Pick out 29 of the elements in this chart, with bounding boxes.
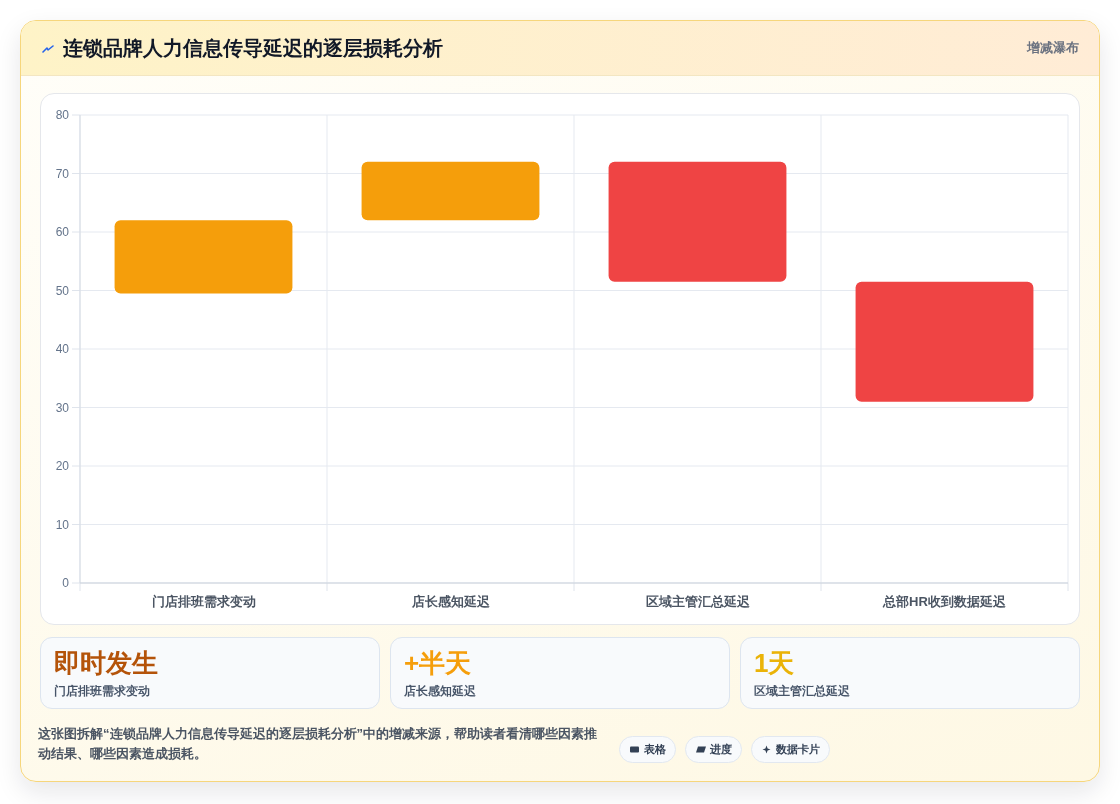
text: 区域主管汇总延迟	[754, 683, 850, 699]
y-tick-label: 70	[55, 166, 70, 181]
text: 表格	[644, 742, 666, 757]
chart-subtitle: 增减瀑布	[1027, 39, 1079, 57]
text: 进度	[710, 742, 732, 757]
bar	[361, 161, 540, 221]
chart-title: 连锁品牌人力信息传导延迟的逐层损耗分析	[63, 36, 443, 61]
y-tick-label: 40	[55, 342, 70, 356]
bar	[114, 220, 293, 294]
y-tick-label: 50	[55, 283, 70, 298]
y-tick-label: 10	[55, 517, 70, 532]
bar	[855, 281, 1034, 402]
text: 数据卡片	[776, 742, 820, 757]
x-tick-label: 总部HR收到数据延迟	[882, 593, 1007, 609]
text: 这张图拆解“连锁品牌人力信息传导延迟的逐层损耗分析”中的增减来源，帮助读者看清哪些因素推动结果、哪些因素造成损耗。	[38, 725, 598, 763]
bar	[608, 161, 787, 282]
text: +半天	[404, 647, 472, 679]
y-tick-label: 20	[55, 459, 70, 473]
y-tick-label: 80	[55, 108, 70, 122]
x-tick-label: 区域主管汇总延迟	[645, 593, 751, 609]
y-tick-label: 60	[55, 225, 70, 239]
x-tick-label: 门店排班需求变动	[151, 593, 256, 609]
x-tick-label: 店长感知延迟	[410, 593, 491, 609]
text: 即时发生	[54, 647, 158, 679]
y-tick-label: 30	[55, 400, 70, 415]
text: 1天	[754, 647, 795, 679]
text: 店长感知延迟	[404, 684, 476, 699]
y-tick-label: 0	[62, 576, 70, 590]
text: 门店排班需求变动	[54, 683, 150, 699]
